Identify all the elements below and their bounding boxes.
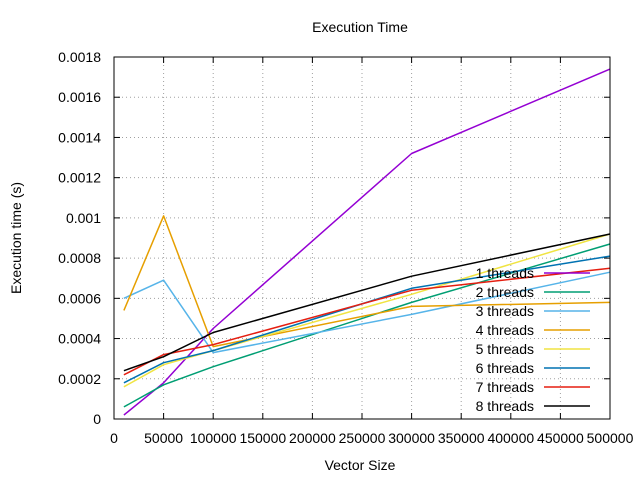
x-tick-label: 150000: [239, 430, 286, 446]
legend-label-5-threads: 5 threads: [476, 341, 534, 357]
y-tick-label: 0.0018: [58, 49, 101, 65]
x-axis-tick-labels: 0 50000 100000 150000 200000 250000 300000 3500…: [110, 430, 633, 446]
x-tick-label: 450000: [537, 430, 584, 446]
y-tick-label: 0.0006: [58, 290, 101, 306]
series-line-1-threads: [123, 68, 611, 416]
series-lines: [123, 68, 611, 416]
legend-label-4-threads: 4 threads: [476, 322, 534, 338]
grid-lines: [114, 57, 610, 419]
series-line-7-threads: [123, 267, 611, 376]
x-tick-label: 350000: [438, 430, 485, 446]
series-line-3-threads: [123, 271, 611, 354]
x-tick-label: 300000: [388, 430, 435, 446]
series-line-8-threads: [123, 233, 611, 372]
legend-label-6-threads: 6 threads: [476, 360, 534, 376]
legend-label-1-threads: 1 threads: [476, 265, 534, 281]
series-line-4-threads: [123, 215, 611, 348]
chart-title: Execution Time: [312, 19, 408, 35]
y-tick-label: 0.0016: [58, 89, 101, 105]
y-axis-title: Execution time (s): [8, 182, 24, 294]
y-axis-tick-labels: 0 0.0002 0.0004 0.0006 0.0008 0.001 0.0012 0.00…: [58, 49, 101, 427]
x-tick-label: 0: [110, 430, 118, 446]
series-line-5-threads: [123, 233, 611, 388]
y-tick-label: 0.0012: [58, 170, 101, 186]
series-line-6-threads: [123, 255, 611, 384]
x-axis-title: Vector Size: [325, 457, 396, 473]
x-tick-label: 250000: [339, 430, 386, 446]
x-tick-label: 400000: [487, 430, 534, 446]
x-tick-label: 500000: [587, 430, 634, 446]
x-tick-label: 100000: [190, 430, 237, 446]
y-tick-label: 0.0008: [58, 250, 101, 266]
y-tick-label: 0.0004: [58, 331, 101, 347]
y-tick-label: 0: [93, 411, 101, 427]
legend-label-3-threads: 3 threads: [476, 303, 534, 319]
legend-label-2-threads: 2 threads: [476, 284, 534, 300]
legend-label-8-threads: 8 threads: [476, 398, 534, 414]
axis-ticks: [113, 56, 611, 420]
y-tick-label: 0.001: [66, 210, 101, 226]
legend-label-7-threads: 7 threads: [476, 379, 534, 395]
x-tick-label: 50000: [144, 430, 183, 446]
y-tick-label: 0.0014: [58, 129, 101, 145]
y-tick-label: 0.0002: [58, 371, 101, 387]
x-tick-label: 200000: [289, 430, 336, 446]
legend: 1 threads 2 threads 3 threads 4 threads 5 th…: [476, 265, 590, 414]
